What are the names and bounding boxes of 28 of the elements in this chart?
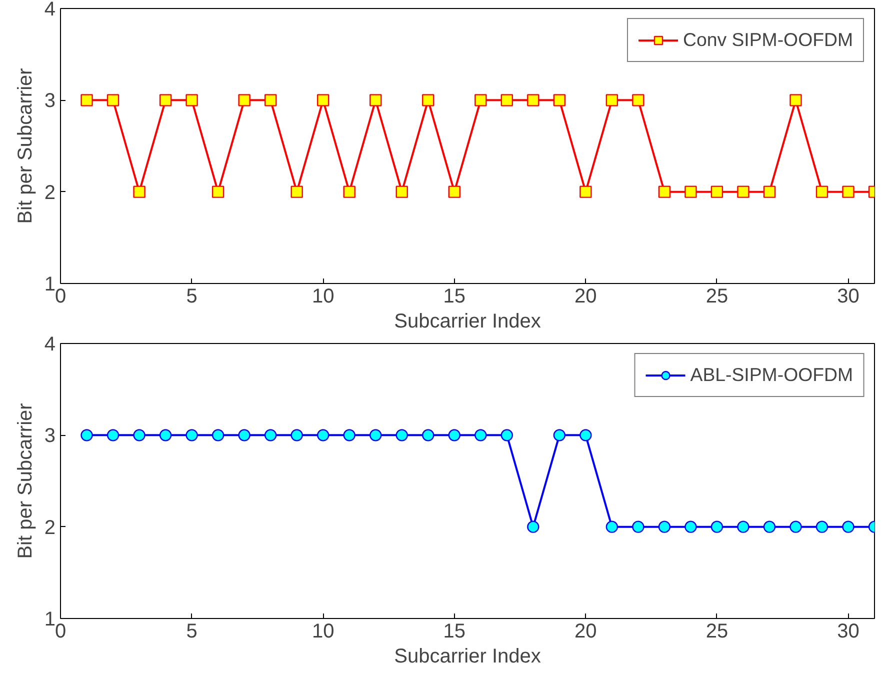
y-tick-label: 3 [44, 90, 56, 112]
y-tick-label: 2 [44, 516, 56, 539]
y-tick-label: 3 [44, 425, 56, 448]
x-tick-label: 0 [54, 286, 66, 308]
x-axis-title: Subcarrier Index [394, 646, 541, 668]
x-axis-title: Subcarrier Index [394, 310, 541, 332]
x-tick-label: 25 [706, 286, 728, 308]
y-axis-title: Bit per Subcarrier [14, 402, 36, 559]
y-axis-title: Bit per Subcarrier [14, 68, 36, 224]
x-tick-label: 10 [312, 620, 334, 642]
x-tick-label: 5 [186, 620, 198, 642]
y-tick-label: 4 [44, 0, 56, 20]
y-tick-label: 1 [44, 274, 56, 296]
y-tick-label: 4 [44, 334, 56, 356]
legend-label: Conv SIPM-OOFDM [683, 29, 853, 51]
x-tick-label: 30 [837, 286, 860, 308]
x-tick-label: 15 [443, 286, 466, 308]
x-tick-label: 30 [837, 620, 860, 642]
x-tick-label: 15 [443, 620, 466, 642]
y-tick-label: 2 [44, 182, 56, 204]
x-tick-label: 25 [706, 620, 728, 642]
y-tick-label: 1 [44, 608, 56, 630]
legend-label: ABL-SIPM-OOFDM [690, 364, 853, 386]
x-tick-label: 20 [574, 620, 597, 642]
x-tick-label: 20 [574, 286, 597, 308]
x-tick-label: 0 [54, 620, 66, 642]
x-tick-label: 10 [312, 286, 334, 308]
x-tick-label: 5 [186, 286, 198, 308]
